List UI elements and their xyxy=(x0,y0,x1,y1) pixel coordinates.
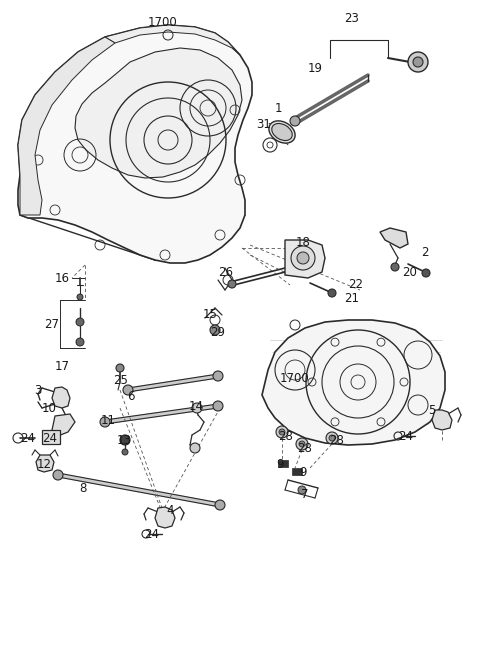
Text: 7: 7 xyxy=(301,487,309,501)
Text: 31: 31 xyxy=(257,119,271,131)
Circle shape xyxy=(213,371,223,381)
Circle shape xyxy=(192,403,202,413)
Text: 9: 9 xyxy=(299,466,307,480)
Circle shape xyxy=(297,252,309,264)
Circle shape xyxy=(190,443,200,453)
Polygon shape xyxy=(155,507,175,528)
Circle shape xyxy=(123,385,133,395)
Circle shape xyxy=(210,325,220,335)
Polygon shape xyxy=(36,455,54,472)
Text: 24: 24 xyxy=(43,432,58,445)
Circle shape xyxy=(213,401,223,411)
Polygon shape xyxy=(262,320,445,445)
Circle shape xyxy=(329,435,335,441)
Text: 10: 10 xyxy=(42,401,57,415)
Text: 9: 9 xyxy=(276,457,284,470)
Text: 1: 1 xyxy=(274,102,282,115)
Circle shape xyxy=(328,289,336,297)
Text: 1700: 1700 xyxy=(148,16,178,28)
Text: 27: 27 xyxy=(45,319,60,331)
Text: 2: 2 xyxy=(421,245,429,258)
Text: 19: 19 xyxy=(308,62,323,75)
Text: 24: 24 xyxy=(398,430,413,443)
Text: 17: 17 xyxy=(55,361,70,373)
Circle shape xyxy=(76,318,84,326)
Circle shape xyxy=(298,486,306,494)
Polygon shape xyxy=(18,25,252,263)
Text: 8: 8 xyxy=(79,482,87,495)
Circle shape xyxy=(413,57,423,67)
Text: 6: 6 xyxy=(127,390,135,403)
Text: 1700: 1700 xyxy=(280,371,310,384)
Circle shape xyxy=(228,280,236,288)
Circle shape xyxy=(77,294,83,300)
Text: 28: 28 xyxy=(278,430,293,443)
Bar xyxy=(292,468,302,475)
Text: 22: 22 xyxy=(348,277,363,291)
Bar xyxy=(42,430,60,444)
Polygon shape xyxy=(52,414,75,436)
Text: 5: 5 xyxy=(428,403,436,417)
Text: 25: 25 xyxy=(114,373,129,386)
Circle shape xyxy=(391,263,399,271)
Polygon shape xyxy=(432,410,452,430)
Text: 3: 3 xyxy=(34,384,42,396)
Text: 21: 21 xyxy=(345,293,360,306)
Text: 11: 11 xyxy=(100,413,116,426)
Circle shape xyxy=(326,432,338,444)
Circle shape xyxy=(276,426,288,438)
Circle shape xyxy=(290,116,300,126)
Text: 24: 24 xyxy=(144,529,159,541)
Circle shape xyxy=(408,52,428,72)
Circle shape xyxy=(296,438,308,450)
Text: 14: 14 xyxy=(189,400,204,413)
Circle shape xyxy=(76,338,84,346)
Polygon shape xyxy=(75,48,242,178)
Text: 18: 18 xyxy=(296,236,311,249)
Ellipse shape xyxy=(269,121,295,143)
Circle shape xyxy=(53,470,63,480)
Polygon shape xyxy=(18,37,115,215)
Circle shape xyxy=(100,417,110,427)
Circle shape xyxy=(122,449,128,455)
Text: 28: 28 xyxy=(298,441,312,455)
Circle shape xyxy=(291,246,315,270)
Text: 20: 20 xyxy=(403,266,418,279)
Bar xyxy=(278,460,288,467)
Circle shape xyxy=(116,364,124,372)
Text: 26: 26 xyxy=(218,266,233,279)
Text: 12: 12 xyxy=(36,457,51,470)
Polygon shape xyxy=(380,228,408,248)
Text: 23: 23 xyxy=(345,12,360,24)
Text: 28: 28 xyxy=(330,434,345,447)
Text: 4: 4 xyxy=(166,504,174,518)
Text: 16: 16 xyxy=(55,272,70,285)
Circle shape xyxy=(279,429,285,435)
Text: 15: 15 xyxy=(203,308,217,321)
Circle shape xyxy=(120,435,130,445)
Polygon shape xyxy=(52,387,70,408)
Circle shape xyxy=(299,441,305,447)
Text: 29: 29 xyxy=(211,325,226,338)
Ellipse shape xyxy=(272,123,292,140)
Polygon shape xyxy=(105,25,240,55)
Circle shape xyxy=(215,500,225,510)
Polygon shape xyxy=(285,240,325,278)
Circle shape xyxy=(422,269,430,277)
Text: 13: 13 xyxy=(117,434,132,447)
Text: 24: 24 xyxy=(21,432,36,445)
